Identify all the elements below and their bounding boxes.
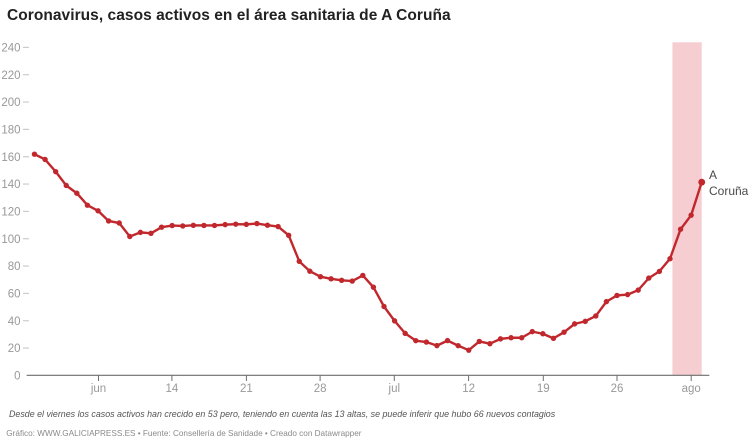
- svg-text:200: 200: [1, 97, 20, 109]
- svg-text:14: 14: [166, 383, 179, 395]
- svg-text:12: 12: [462, 383, 475, 395]
- svg-text:19: 19: [537, 383, 550, 395]
- svg-text:160: 160: [1, 152, 20, 164]
- svg-text:jul: jul: [388, 383, 401, 395]
- svg-text:jun: jun: [90, 383, 106, 395]
- svg-text:240: 240: [1, 43, 20, 55]
- svg-text:28: 28: [314, 383, 327, 395]
- svg-text:140: 140: [1, 179, 20, 191]
- svg-text:21: 21: [240, 383, 253, 395]
- svg-text:220: 220: [1, 70, 20, 82]
- svg-text:20: 20: [8, 343, 21, 355]
- svg-text:180: 180: [1, 125, 20, 137]
- svg-text:80: 80: [8, 261, 21, 273]
- svg-text:100: 100: [1, 234, 20, 246]
- svg-text:0: 0: [14, 371, 20, 383]
- svg-text:ago: ago: [682, 383, 701, 395]
- svg-text:Coruña: Coruña: [709, 184, 749, 198]
- svg-text:A: A: [709, 168, 717, 182]
- svg-text:60: 60: [8, 289, 21, 301]
- svg-text:120: 120: [1, 207, 20, 219]
- svg-text:40: 40: [8, 316, 21, 328]
- svg-text:26: 26: [611, 383, 624, 395]
